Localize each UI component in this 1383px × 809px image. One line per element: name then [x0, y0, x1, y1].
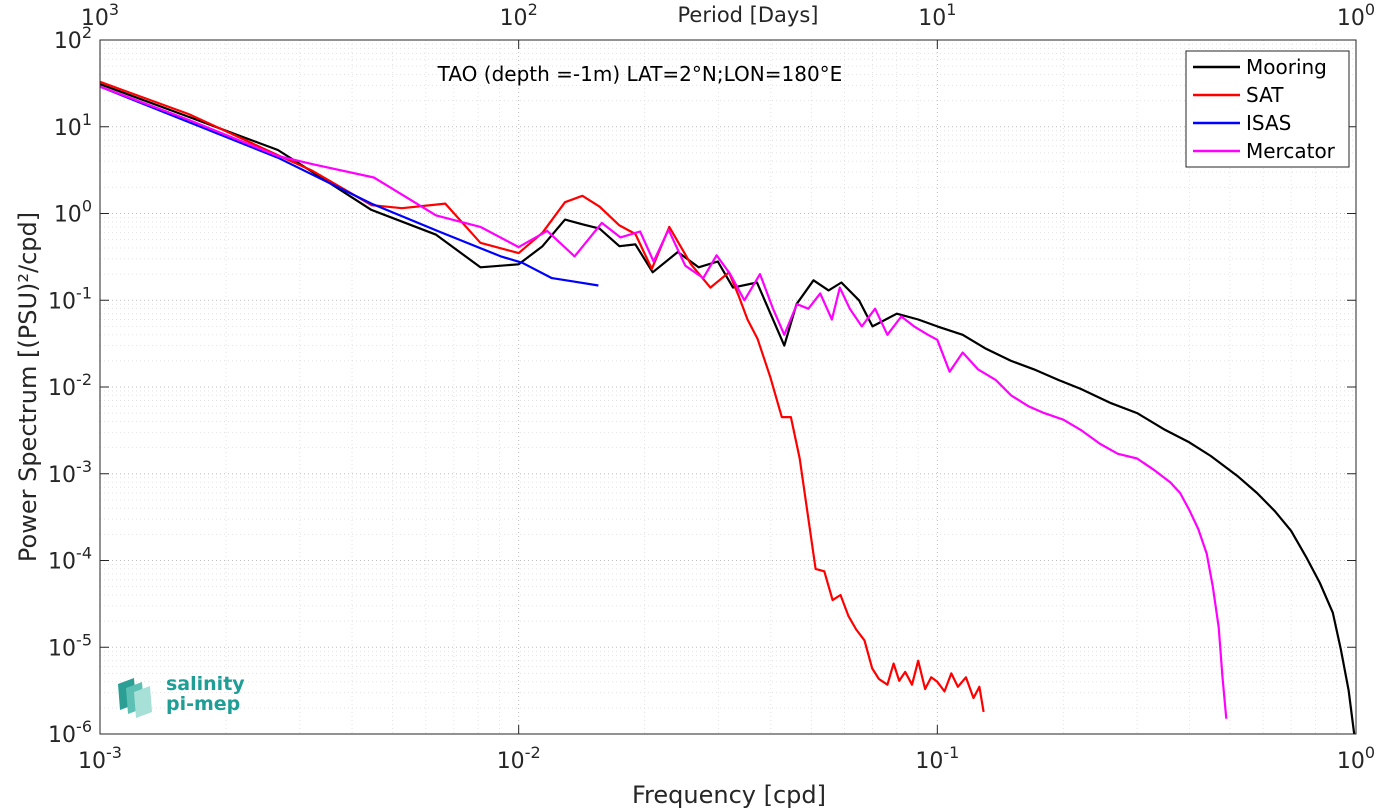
legend-label-mooring: Mooring [1246, 55, 1327, 79]
y-tick-label: 10-3 [48, 457, 92, 488]
x-tick-label: 10-3 [78, 743, 122, 774]
series-line-mooring [99, 83, 1356, 735]
top-axis-label: Period [Days] [678, 3, 819, 27]
salinity-pi-mep-logo: salinity pi-mep [116, 672, 248, 720]
y-tick-label: 10-5 [48, 630, 92, 661]
y-axis-label: Power Spectrum [(PSU)²/cpd] [14, 212, 42, 562]
series-line-isas [99, 85, 599, 287]
y-tick-label: 10-4 [48, 544, 92, 575]
y-tick-label: 10-2 [48, 370, 92, 401]
legend-label-mercator: Mercator [1246, 139, 1336, 163]
grid-lines [100, 40, 1356, 734]
x-tick-label: 10-2 [497, 743, 541, 774]
y-tick-label: 102 [54, 23, 92, 54]
logo-mark-icon [118, 678, 152, 718]
series-line-sat [99, 80, 985, 713]
x-tick-label: 10-1 [915, 743, 959, 774]
chart-title: TAO (depth =-1m) LAT=2°N;LON=180°E [437, 62, 843, 86]
legend-label-isas: ISAS [1246, 111, 1291, 135]
y-tick-label: 100 [54, 197, 92, 228]
x-axis-label: Frequency [cpd] [632, 781, 826, 809]
y-tick-label: 101 [54, 110, 92, 141]
legend-label-sat: SAT [1246, 83, 1284, 107]
legend: Mooring SAT ISAS Mercator [1185, 50, 1350, 168]
series-line-mercator [99, 85, 1228, 719]
series-layer [99, 80, 1356, 735]
top-tick-label: 101 [918, 0, 956, 31]
y-tick-label: 10-1 [48, 283, 92, 314]
logo-line-2: pi-mep [166, 693, 241, 715]
top-tick-label: 102 [500, 0, 538, 31]
y-tick-label: 10-6 [48, 717, 92, 748]
top-tick-label: 103 [81, 0, 119, 31]
legend-box [1185, 50, 1350, 168]
logo-line-1: salinity [166, 673, 245, 695]
x-tick-label: 100 [1337, 743, 1375, 774]
top-tick-label: 100 [1337, 0, 1375, 31]
